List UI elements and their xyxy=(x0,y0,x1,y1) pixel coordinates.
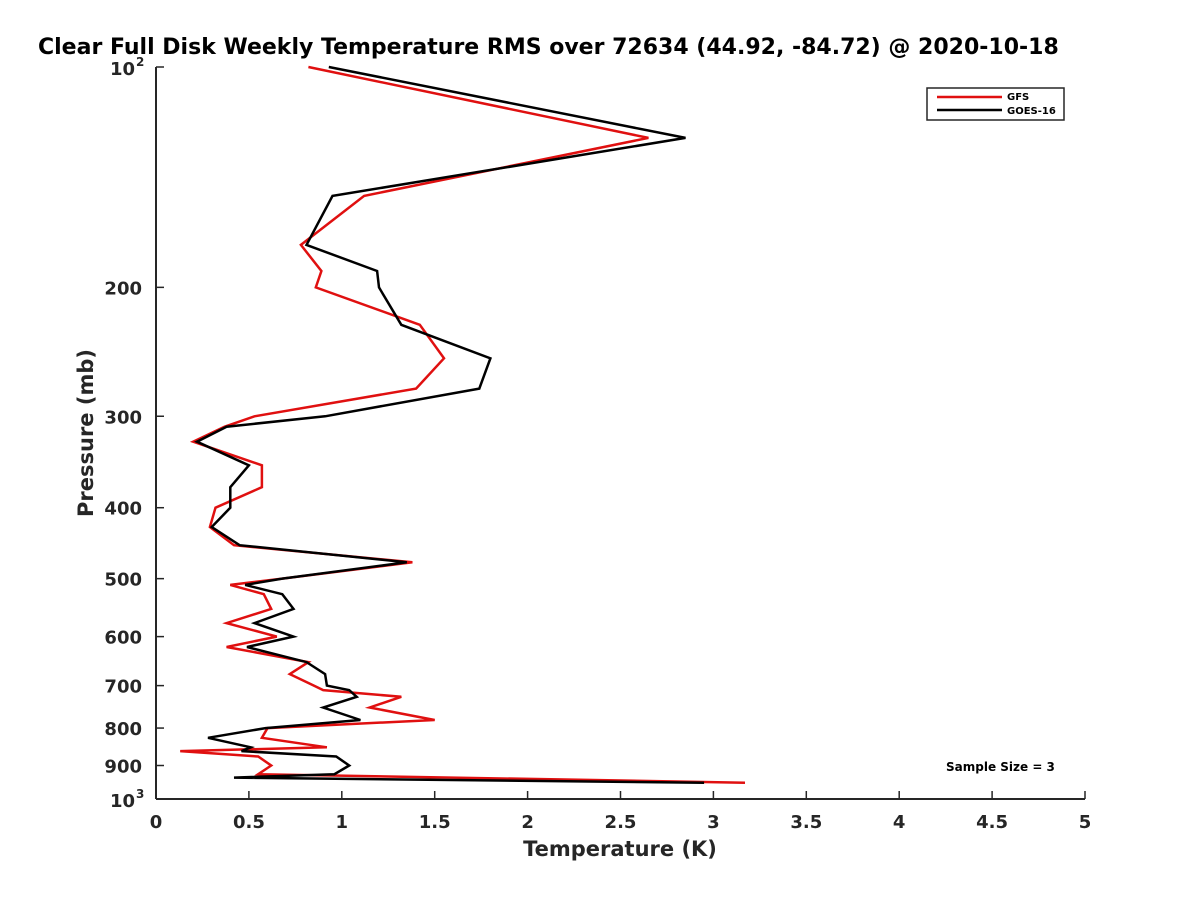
y-tick-label: 800 xyxy=(104,719,142,740)
x-tick-label: 3 xyxy=(707,812,720,833)
y-tick-label: 400 xyxy=(104,499,142,520)
y-tick-label: 300 xyxy=(104,407,142,428)
y-axis-label: Pressure (mb) xyxy=(74,349,98,517)
plot-axes xyxy=(155,67,1085,800)
x-tick-label: 5 xyxy=(1079,812,1092,833)
series-line-goes16 xyxy=(194,65,705,784)
y-tick-label: 10 xyxy=(110,59,135,80)
x-axis-label: Temperature (K) xyxy=(523,837,717,861)
x-tick-label: 1.5 xyxy=(419,812,451,833)
x-tick-label: 1 xyxy=(336,812,349,833)
x-tick-label: 4 xyxy=(893,812,906,833)
x-tick-label: 0 xyxy=(150,812,163,833)
x-tick-label: 4.5 xyxy=(976,812,1008,833)
legend-label-gfs: GFS xyxy=(1007,92,1029,103)
x-tick-label: 0.5 xyxy=(233,812,265,833)
y-tick-label: 600 xyxy=(104,628,142,649)
legend-label-goes16: GOES-16 xyxy=(1007,106,1056,117)
y-tick-label: 500 xyxy=(104,570,142,591)
x-axis-ticks: 0 0.5 1 1.5 2 2.5 3 3.5 4 4.5 5 xyxy=(150,791,1092,833)
sample-size-annotation: Sample Size = 3 xyxy=(946,760,1055,774)
y-tick-label: 700 xyxy=(104,677,142,698)
series-line-gfs xyxy=(180,65,746,784)
legend-box xyxy=(926,87,1065,121)
x-tick-label: 2.5 xyxy=(605,812,637,833)
series-lines xyxy=(180,65,746,784)
y-tick-label: 900 xyxy=(104,757,142,778)
y-tick-label: 200 xyxy=(104,278,142,299)
legend: GFS GOES-16 xyxy=(926,87,1065,121)
x-tick-label: 2 xyxy=(521,812,534,833)
y-tick-exponent: 3 xyxy=(136,787,144,801)
y-tick-label: 10 xyxy=(110,791,135,812)
chart-title: Clear Full Disk Weekly Temperature RMS o… xyxy=(38,35,1059,60)
x-tick-label: 3.5 xyxy=(790,812,822,833)
y-tick-exponent: 2 xyxy=(136,55,144,69)
